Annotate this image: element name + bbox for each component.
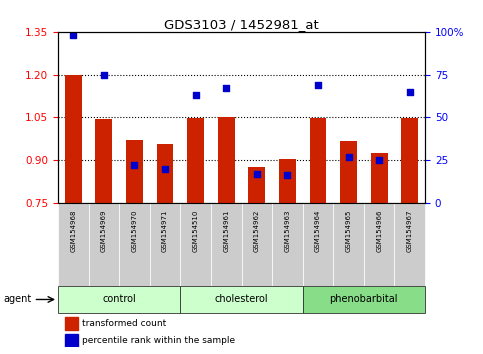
Point [192, 92, 199, 98]
Text: GSM154510: GSM154510 [193, 209, 199, 252]
Text: GSM154964: GSM154964 [315, 209, 321, 252]
Text: transformed count: transformed count [82, 319, 166, 328]
Text: control: control [102, 295, 136, 304]
Text: cholesterol: cholesterol [214, 295, 269, 304]
Bar [279, 159, 296, 203]
Text: GSM154968: GSM154968 [70, 209, 76, 252]
Bar [218, 117, 235, 203]
Point [222, 85, 230, 91]
Text: GSM154966: GSM154966 [376, 209, 382, 252]
Bar [333, 203, 364, 286]
Bar [150, 203, 180, 286]
Text: GSM154965: GSM154965 [345, 209, 352, 252]
Text: GSM154970: GSM154970 [131, 209, 138, 252]
Bar [119, 203, 150, 286]
Bar [58, 286, 180, 313]
Bar [211, 203, 242, 286]
Point [345, 154, 353, 159]
Point [253, 171, 261, 177]
Point [100, 72, 108, 78]
Point [161, 166, 169, 171]
Bar [180, 203, 211, 286]
Point [314, 82, 322, 88]
Title: GDS3103 / 1452981_at: GDS3103 / 1452981_at [164, 18, 319, 31]
Bar [65, 334, 78, 347]
Point [284, 172, 291, 178]
Bar [156, 144, 173, 203]
Bar [58, 203, 88, 286]
Text: GSM154963: GSM154963 [284, 209, 290, 252]
Text: GSM154971: GSM154971 [162, 209, 168, 252]
Text: GSM154969: GSM154969 [101, 209, 107, 252]
Point [406, 89, 413, 95]
Bar [88, 203, 119, 286]
Point [375, 157, 383, 163]
Text: phenobarbital: phenobarbital [329, 295, 398, 304]
Bar [303, 203, 333, 286]
Text: GSM154967: GSM154967 [407, 209, 413, 252]
Bar [310, 118, 327, 203]
Point [130, 162, 138, 168]
Bar [340, 142, 357, 203]
Bar [242, 203, 272, 286]
Bar [187, 118, 204, 203]
Point [70, 33, 77, 38]
Bar [303, 286, 425, 313]
Bar [272, 203, 303, 286]
Bar [364, 203, 395, 286]
Bar [401, 118, 418, 203]
Text: GSM154962: GSM154962 [254, 209, 260, 252]
Bar [96, 119, 112, 203]
Bar [65, 317, 78, 330]
Text: agent: agent [4, 295, 32, 304]
Bar [126, 140, 143, 203]
Text: GSM154961: GSM154961 [223, 209, 229, 252]
Bar [248, 167, 265, 203]
Text: percentile rank within the sample: percentile rank within the sample [82, 336, 235, 345]
Bar [65, 75, 82, 203]
Bar [371, 153, 387, 203]
Bar [180, 286, 303, 313]
Bar [395, 203, 425, 286]
